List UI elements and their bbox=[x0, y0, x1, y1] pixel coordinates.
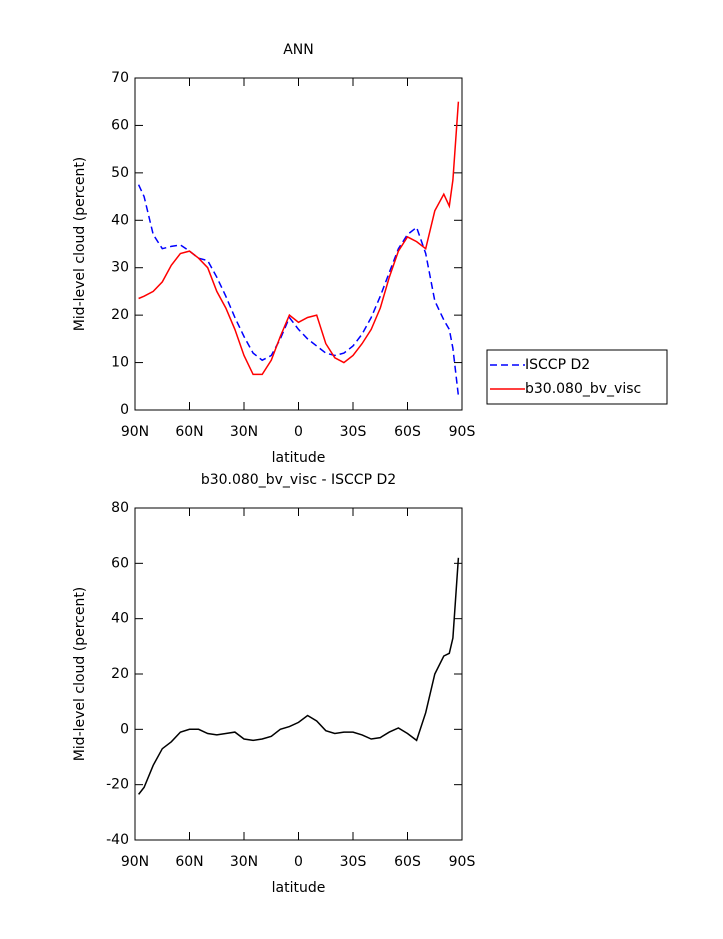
x-tick-label: 90N bbox=[121, 424, 149, 440]
data-line bbox=[138, 101, 460, 376]
y-tick-label: 40 bbox=[111, 212, 129, 228]
y-tick-label: -40 bbox=[106, 832, 129, 848]
chart-title: b30.080_bv_visc - ISCCP D2 bbox=[201, 472, 396, 488]
x-tick-label: 60N bbox=[175, 424, 203, 440]
x-tick-label: 30S bbox=[340, 854, 367, 870]
data-line bbox=[137, 184, 460, 396]
x-tick-label: 0 bbox=[294, 424, 303, 440]
y-tick-label: 60 bbox=[111, 117, 129, 133]
legend-label: b30.080_bv_visc bbox=[525, 381, 641, 397]
x-tick-label: 90N bbox=[121, 854, 149, 870]
plot-frame bbox=[134, 77, 463, 411]
data-line bbox=[138, 557, 460, 795]
y-tick-label: 20 bbox=[111, 666, 129, 682]
y-tick-label: 40 bbox=[111, 611, 129, 627]
legend-label: ISCCP D2 bbox=[525, 357, 590, 373]
chart-title: ANN bbox=[283, 42, 314, 58]
x-tick-label: 60N bbox=[175, 854, 203, 870]
x-tick-label: 60S bbox=[394, 424, 421, 440]
y-axis-label: Mid-level cloud (percent) bbox=[72, 157, 88, 332]
plot-frame bbox=[134, 507, 463, 841]
y-tick-label: 20 bbox=[111, 307, 129, 323]
y-axis-label: Mid-level cloud (percent) bbox=[72, 587, 88, 762]
x-axis-label: latitude bbox=[272, 450, 326, 466]
x-tick-label: 30N bbox=[230, 854, 258, 870]
legend: ISCCP D2 b30.080_bv_visc bbox=[486, 349, 668, 405]
y-tick-label: 50 bbox=[111, 165, 129, 181]
y-tick-label: 0 bbox=[120, 721, 129, 737]
x-tick-label: 30N bbox=[230, 424, 258, 440]
x-tick-label: 0 bbox=[294, 854, 303, 870]
y-tick-label: 0 bbox=[120, 402, 129, 418]
y-tick-label: 30 bbox=[111, 260, 129, 276]
y-tick-label: 80 bbox=[111, 500, 129, 516]
x-axis-label: latitude bbox=[272, 880, 326, 896]
y-tick-label: 10 bbox=[111, 355, 129, 371]
y-tick-label: 70 bbox=[111, 70, 129, 86]
x-tick-label: 30S bbox=[340, 424, 367, 440]
x-tick-label: 90S bbox=[449, 424, 476, 440]
y-tick-label: -20 bbox=[106, 777, 129, 793]
y-tick-label: 60 bbox=[111, 555, 129, 571]
x-tick-label: 90S bbox=[449, 854, 476, 870]
x-tick-label: 60S bbox=[394, 854, 421, 870]
legend-box bbox=[486, 349, 668, 405]
